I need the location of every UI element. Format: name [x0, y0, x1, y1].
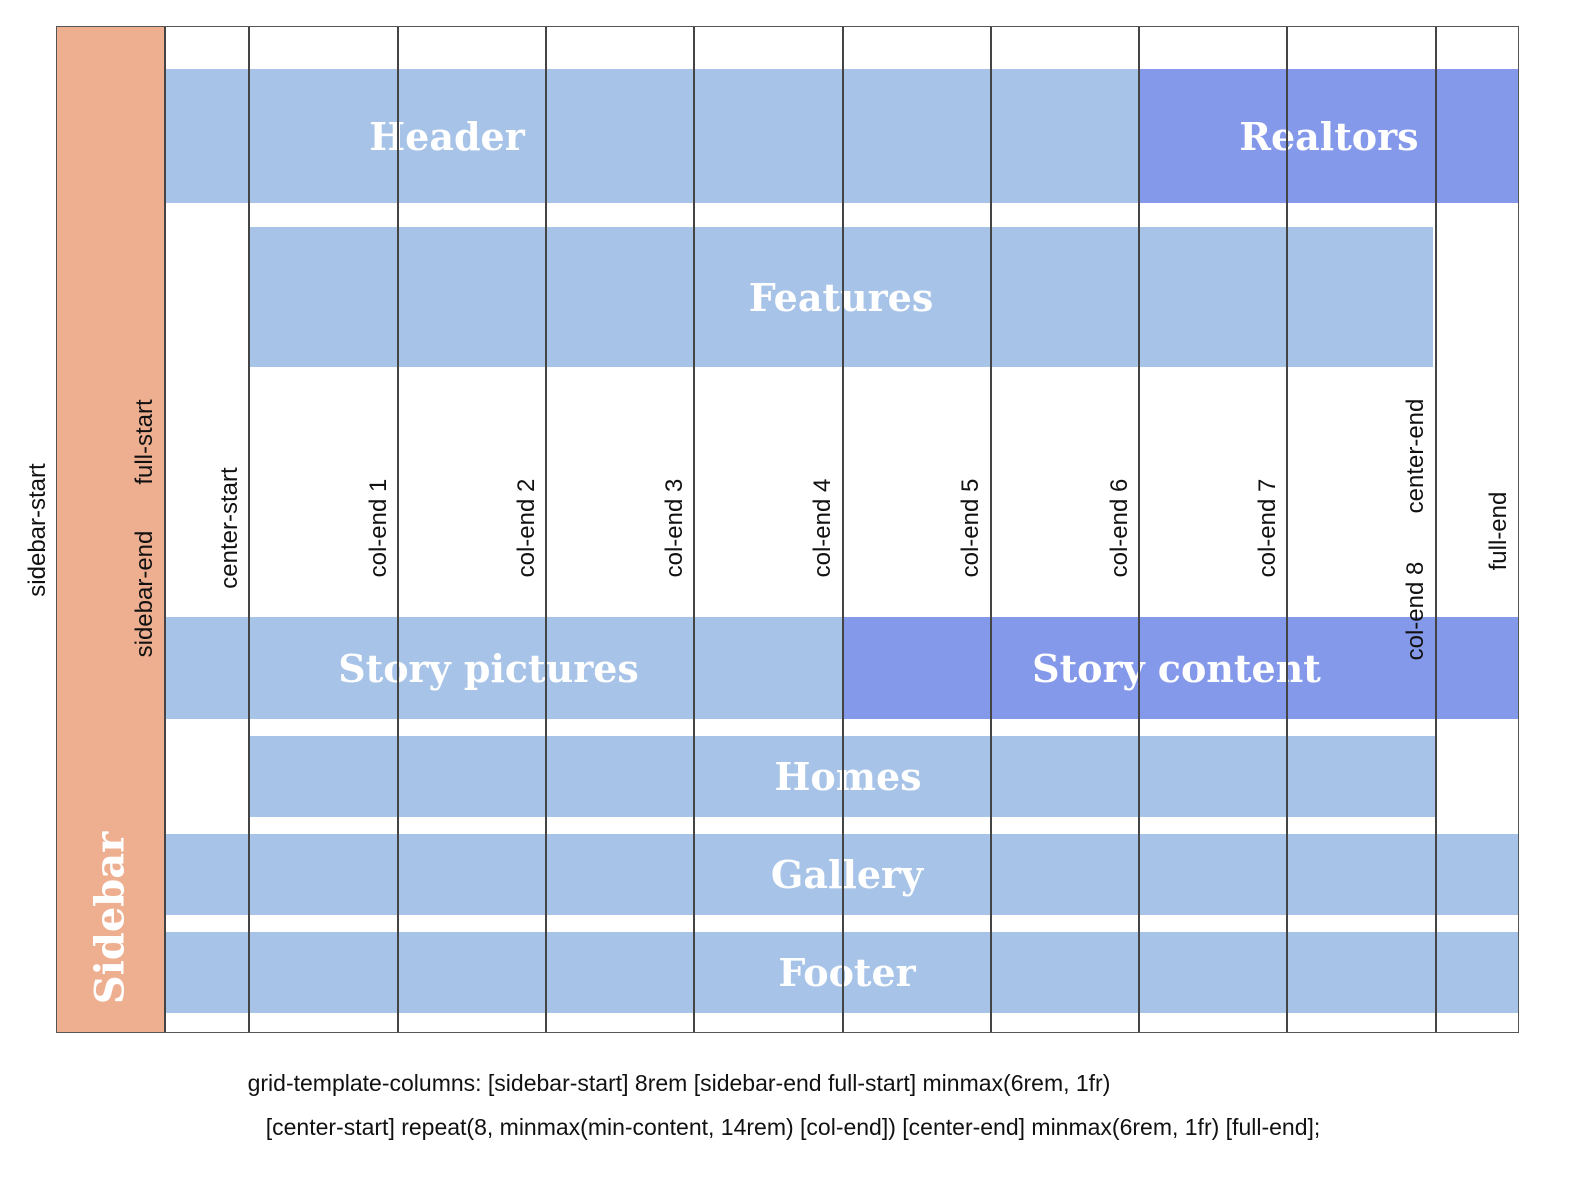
- sidebar-area: [57, 27, 164, 1032]
- grid-line-center-start: [248, 26, 250, 1033]
- gallery-label: Gallery: [770, 852, 924, 897]
- grid-line-col-end-3: [693, 26, 695, 1033]
- label-col-end-3: col-end 3: [661, 478, 688, 578]
- label-col-end-7: col-end 7: [1254, 478, 1281, 578]
- header-area: Header: [165, 69, 1139, 203]
- label-sidebar-start: sidebar-start: [24, 463, 51, 597]
- story-pictures-area: Story pictures: [165, 617, 842, 719]
- story-content-label: Story content: [1032, 645, 1321, 691]
- grid-line-col-end-2: [545, 26, 547, 1033]
- grid-line-col-end-8: [1435, 26, 1437, 1033]
- label-col-end-8: col-end 8: [1402, 561, 1429, 661]
- grid-line-col-end-4: [842, 26, 844, 1033]
- label-sidebar-end: sidebar-end: [131, 530, 158, 658]
- grid-line-col-end-6: [1138, 26, 1140, 1033]
- label-col-end-1: col-end 1: [365, 478, 392, 578]
- grid-line-col-end-5: [990, 26, 992, 1033]
- label-col-end-4: col-end 4: [809, 478, 836, 578]
- label-full-start: full-start: [131, 399, 158, 485]
- grid-line-full-start: [164, 26, 166, 1033]
- label-col-end-6: col-end 6: [1106, 478, 1133, 578]
- code-line-1: grid-template-columns: [sidebar-start] 8…: [247, 1070, 1111, 1096]
- code-line-2: [center-start] repeat(8, minmax(min-cont…: [265, 1114, 1321, 1140]
- grid-container-frame: [56, 26, 1519, 1033]
- realtors-area: Realtors: [1139, 69, 1519, 203]
- features-label: Features: [748, 274, 934, 320]
- header-label: Header: [369, 113, 525, 159]
- story-content-area: Story content: [842, 617, 1519, 719]
- label-col-end-2: col-end 2: [513, 478, 540, 578]
- realtors-label: Realtors: [1239, 113, 1419, 159]
- label-center-end: center-end: [1402, 398, 1429, 514]
- homes-label: Homes: [774, 754, 922, 799]
- grid-line-col-end-1: [397, 26, 399, 1033]
- footer-label: Footer: [778, 950, 916, 995]
- features-area: Features: [249, 227, 1433, 367]
- label-col-end-5: col-end 5: [957, 478, 984, 578]
- label-center-start: center-start: [216, 467, 243, 589]
- label-full-end: full-end: [1485, 491, 1512, 571]
- story-pictures-label: Story pictures: [338, 645, 639, 691]
- grid-line-col-end-7: [1286, 26, 1288, 1033]
